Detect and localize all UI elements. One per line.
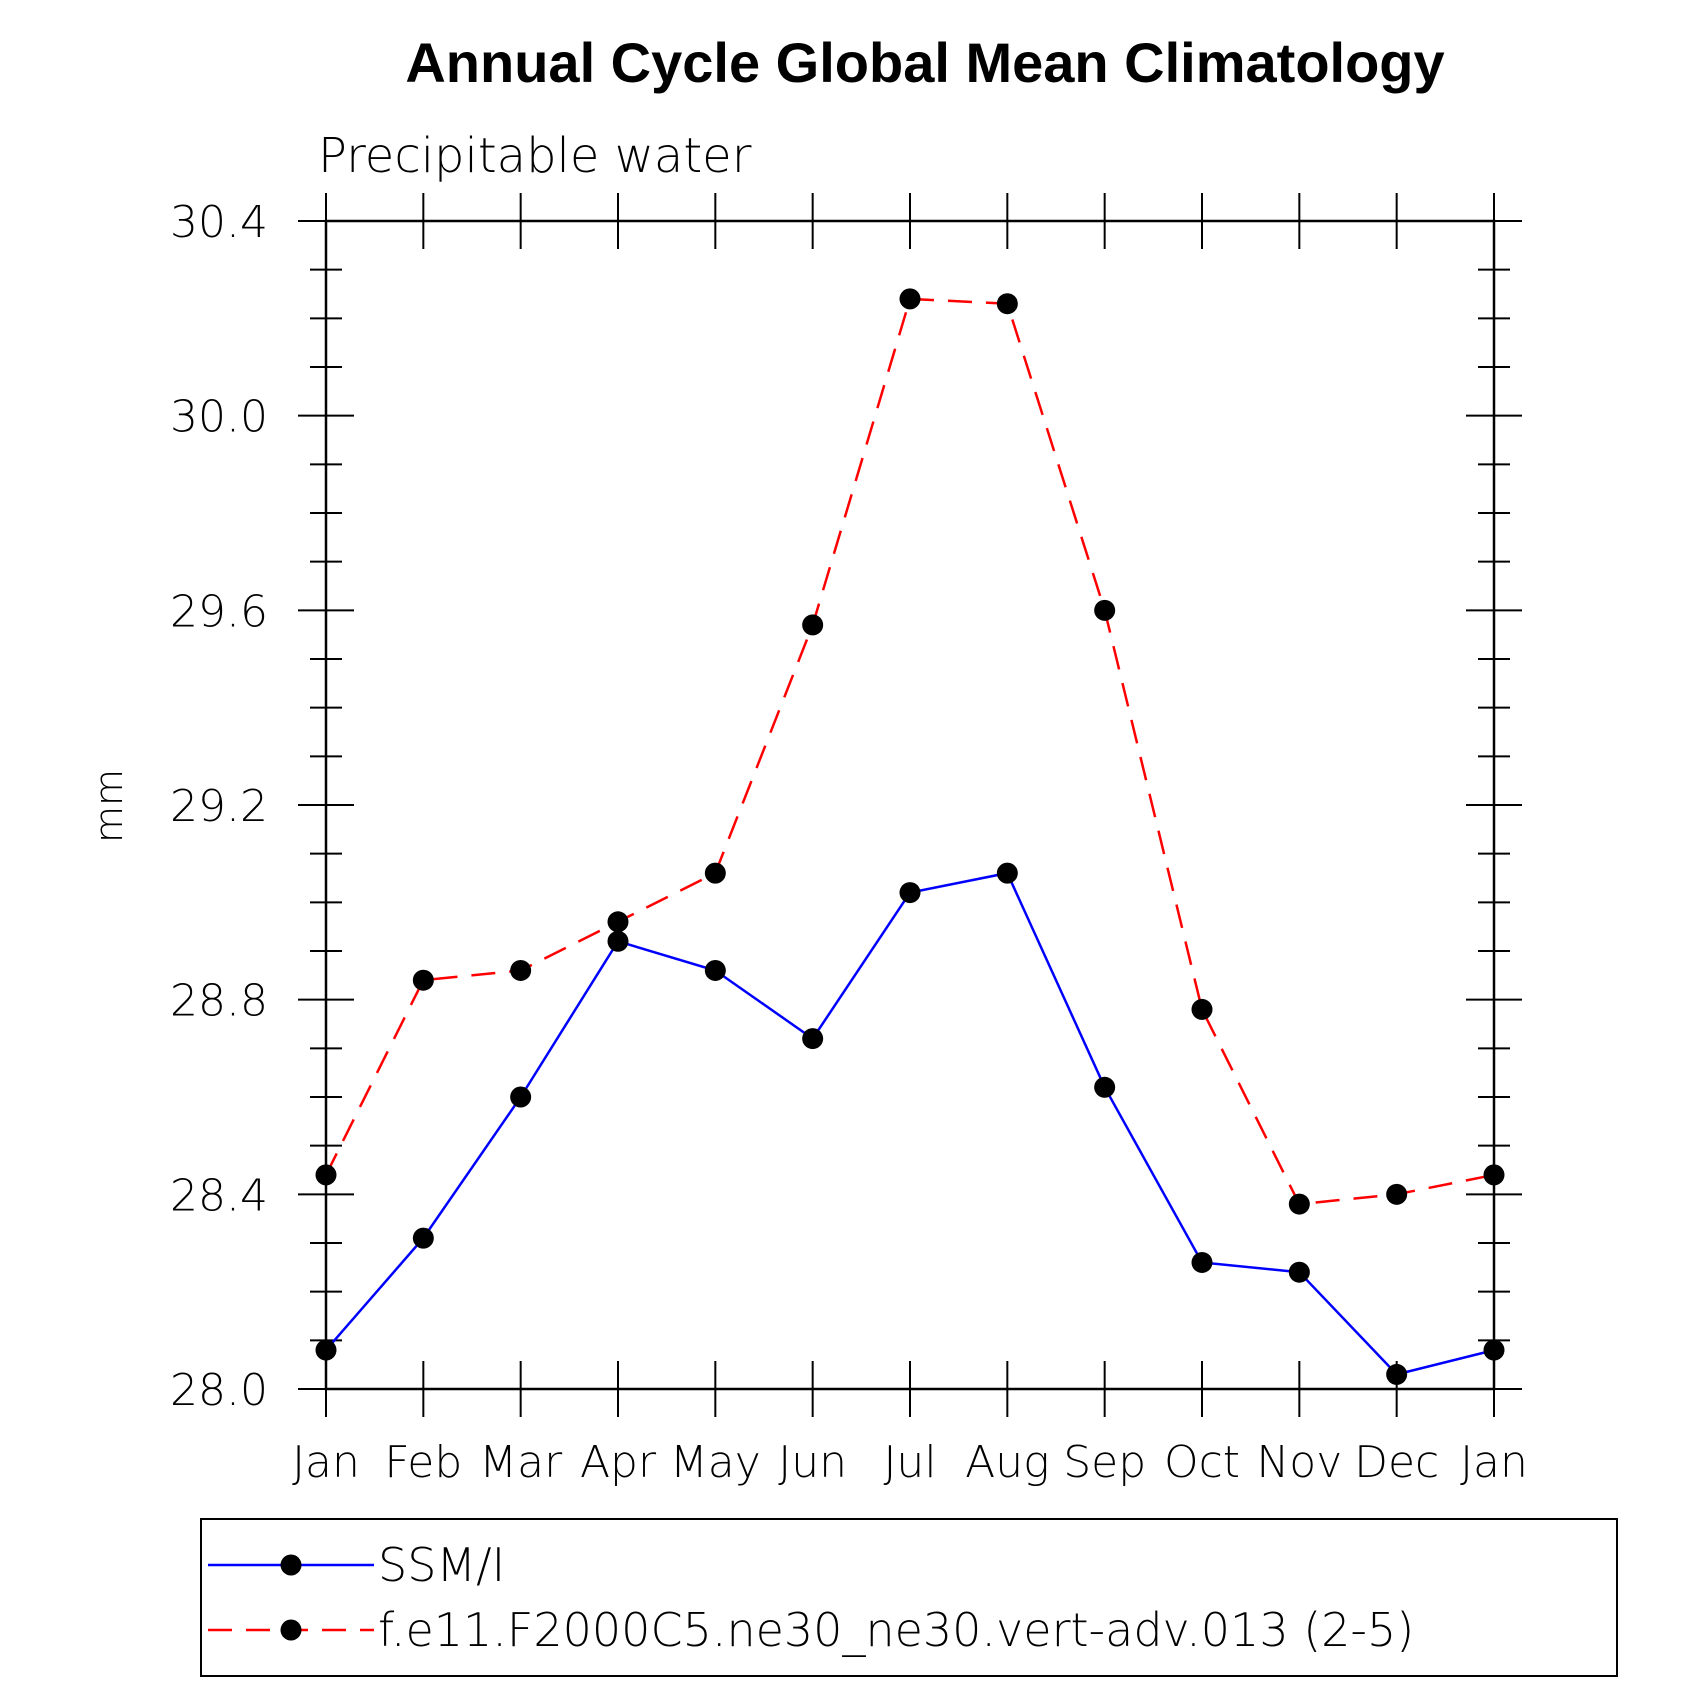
data-point-1 [1483,1164,1505,1186]
data-point-0 [1386,1363,1408,1385]
y-axis-label: mm [87,769,131,843]
x-tick-label: Mar [479,1437,563,1488]
x-tick-label: Dec [1354,1437,1439,1488]
x-tick-label: Aug [965,1437,1049,1488]
data-point-1 [1094,599,1116,621]
data-point-0 [412,1227,434,1249]
x-tick-label: Feb [384,1437,462,1488]
y-tick-label: 29.6 [170,586,268,637]
y-tick-label: 28.8 [170,976,268,1027]
legend-box [200,1518,1618,1677]
x-tick-label: Jan [1460,1437,1528,1488]
chart-title: Annual Cycle Global Mean Climatology [405,31,1444,94]
x-tick-label: Jul [883,1437,936,1488]
data-point-0 [1483,1339,1505,1361]
y-tick-label: 30.0 [170,392,268,443]
x-tick-label: Apr [580,1437,657,1488]
data-point-1 [607,911,629,933]
data-point-1 [1386,1183,1408,1205]
y-tick-label: 28.0 [170,1365,268,1416]
y-tick-label: 29.2 [170,781,268,832]
data-point-0 [510,1086,532,1108]
data-point-1 [802,614,824,636]
chart-subtitle: Precipitable water [318,128,752,184]
legend-marker-0 [280,1554,302,1576]
data-point-0 [1094,1076,1116,1098]
data-point-1 [1191,998,1213,1020]
data-point-1 [510,959,532,981]
data-point-1 [704,862,726,884]
plot-frame [324,219,1496,1391]
data-point-1 [315,1164,337,1186]
data-point-0 [1191,1251,1213,1273]
series-line-0 [325,871,1495,1376]
series-line-1 [324,297,1495,1206]
x-tick-label: Sep [1063,1437,1146,1488]
y-tick-label: 30.4 [170,197,268,248]
data-point-0 [704,959,726,981]
data-point-1 [899,288,921,310]
data-point-0 [802,1028,824,1050]
data-point-0 [315,1339,337,1361]
x-tick-label: Nov [1256,1437,1342,1488]
data-point-1 [996,293,1018,315]
data-point-0 [996,862,1018,884]
data-point-0 [607,930,629,952]
x-tick-label: Oct [1164,1437,1240,1488]
data-point-1 [1288,1193,1310,1215]
legend-label-1: f.e11.F2000C5.ne30_ne30.vert-adv.013 (2-… [378,1603,1414,1657]
x-tick-label: Jan [292,1437,360,1488]
legend-label-0: SSM/I [378,1538,505,1592]
data-point-1 [412,969,434,991]
x-tick-label: Jun [778,1437,847,1488]
x-tick-label: May [670,1437,761,1488]
data-point-0 [899,882,921,904]
legend-marker-1 [280,1619,302,1641]
data-point-0 [1288,1261,1310,1283]
y-tick-label: 28.4 [170,1170,268,1221]
